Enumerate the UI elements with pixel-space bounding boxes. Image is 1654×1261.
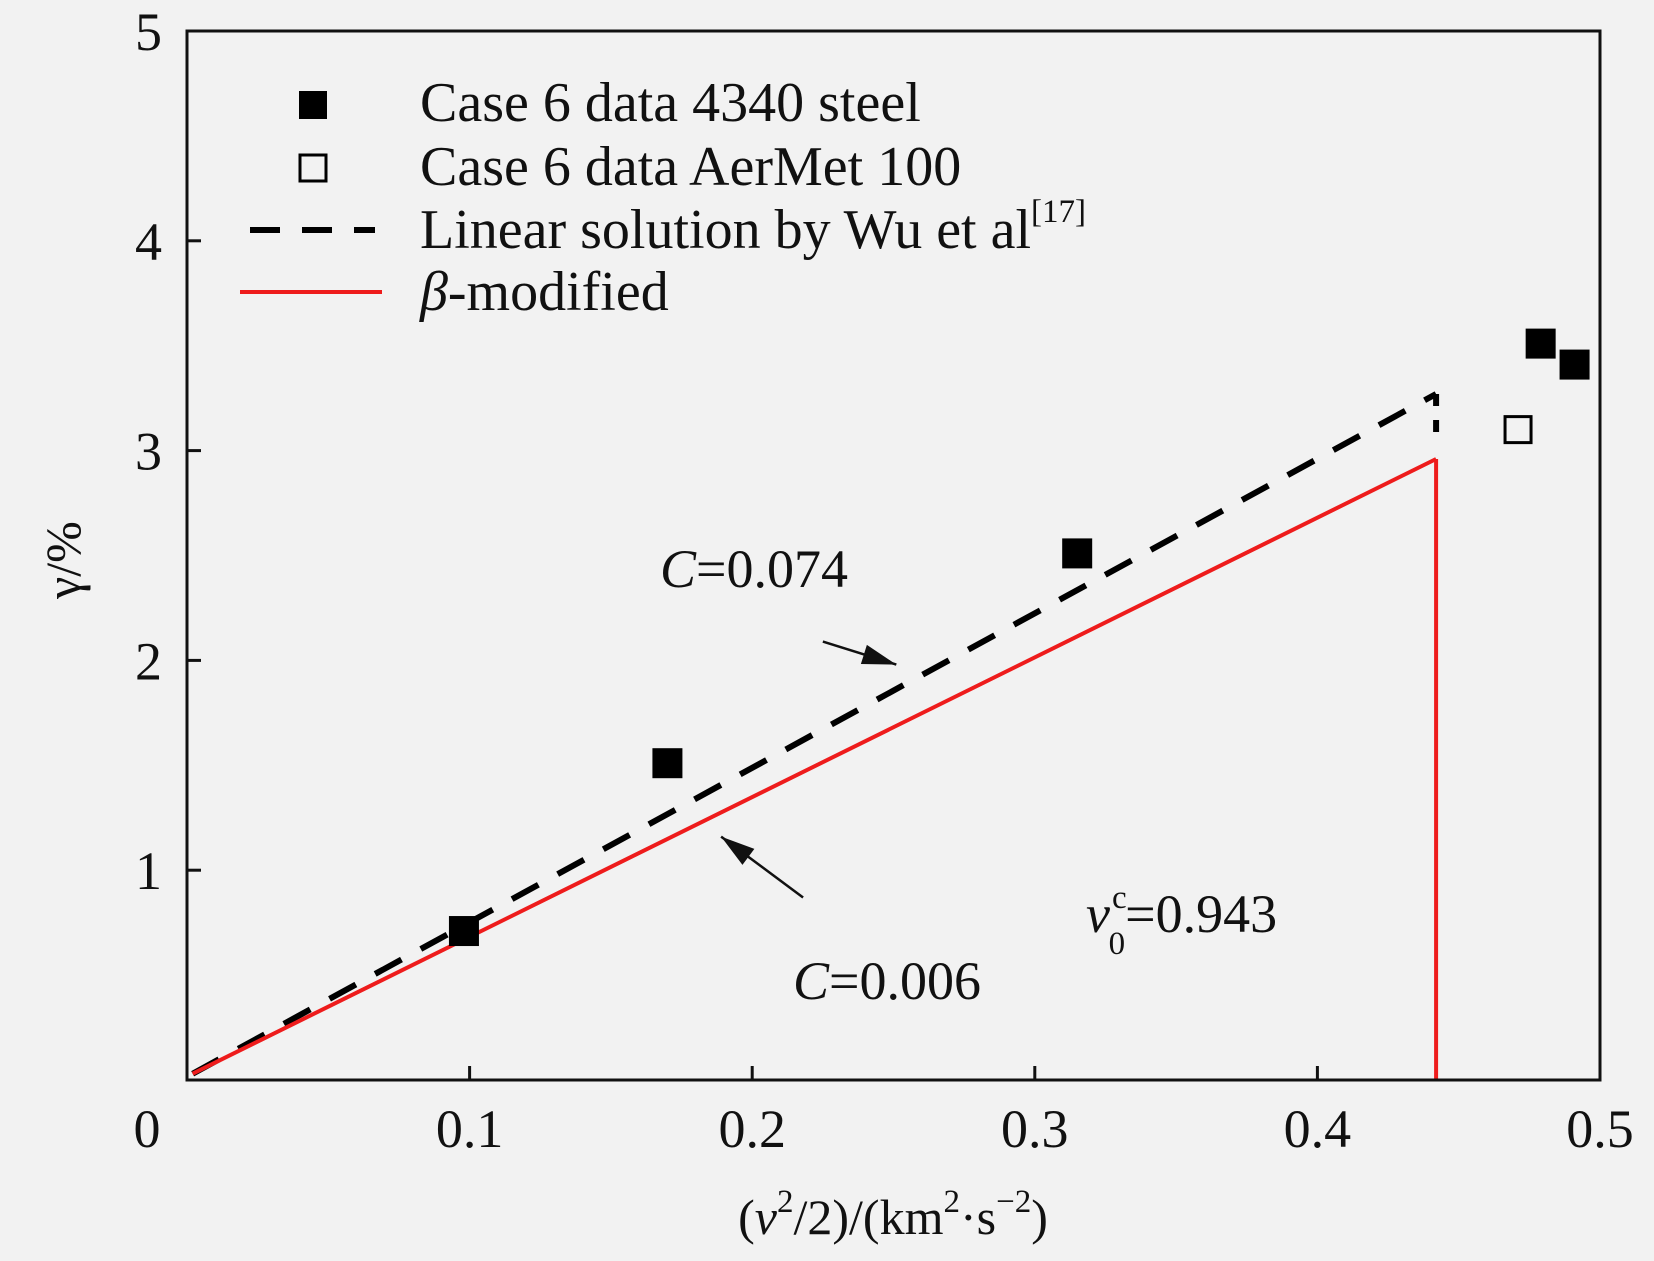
x-axis-title-open: (	[738, 1189, 755, 1245]
legend-label-beta-rest: -modified	[448, 261, 669, 323]
legend-label-4340-steel: Case 6 data 4340 steel	[420, 72, 921, 134]
y-tick-label: 1	[135, 841, 162, 901]
legend-marker-4340-steel	[299, 91, 327, 119]
y-tick-label: 5	[135, 2, 162, 62]
annotation-c-0006: C=0.006	[793, 951, 981, 1011]
linear-solution-line	[191, 391, 1438, 1077]
annotation-critical-velocity-sup: c	[1112, 880, 1127, 916]
annotation-arrow-head-1	[721, 836, 755, 865]
annotation-c-0074-var: C	[660, 539, 697, 599]
annotation-critical-velocity: vc 0=0.943	[1086, 880, 1277, 962]
legend-label-beta-modified: β-modified	[419, 261, 669, 323]
annotation-c-0006-var: C	[793, 951, 830, 1011]
x-axis-title-close: )	[1031, 1189, 1048, 1245]
x-axis-title-sup-c: −2	[996, 1184, 1031, 1220]
x-axis-title-mid: /2)/(km	[793, 1189, 943, 1245]
y-tick-label: 2	[135, 631, 162, 691]
annotation-c-0074-value: =0.074	[696, 539, 848, 599]
legend-label-aermet-100: Case 6 data AerMet 100	[420, 136, 961, 198]
x-tick-label: 0	[134, 1099, 161, 1159]
legend-label-beta-symbol: β	[419, 261, 448, 323]
legend-label-linear-solution: Linear solution by Wu et al[17]	[420, 194, 1086, 261]
annotation-critical-velocity-value: =0.943	[1125, 884, 1277, 944]
y-axis-title: γ/%	[35, 521, 91, 600]
x-axis-title-sup-a: 2	[777, 1184, 794, 1220]
x-tick-label: 0.3	[1001, 1099, 1069, 1159]
annotation-c-0006-value: =0.006	[829, 951, 981, 1011]
y-tick-label: 4	[135, 212, 162, 272]
points-layer	[448, 328, 1590, 947]
y-tick-label: 3	[135, 422, 162, 482]
annotation-critical-velocity-var: v	[1086, 884, 1110, 944]
x-axis-title-dot: ·s	[960, 1189, 996, 1245]
data-point-4340-steel	[448, 916, 479, 947]
x-tick-label: 0.5	[1566, 1099, 1634, 1159]
data-point-4340-steel	[652, 748, 683, 779]
legend-marker-aermet-100	[298, 153, 328, 183]
data-point-4340-steel	[1525, 328, 1556, 359]
data-point-4340-steel	[1559, 349, 1590, 380]
annotation-critical-velocity-sub: 0	[1109, 926, 1126, 962]
annotation-c-0074: C=0.074	[660, 539, 848, 599]
x-axis-title-sup-b: 2	[943, 1184, 960, 1220]
x-axis-title: (v2/2)/(km2·s−2)	[738, 1184, 1048, 1245]
legend-label-linear-solution-text: Linear solution by Wu et al	[420, 199, 1031, 261]
x-axis-title-v: v	[755, 1189, 778, 1245]
legend-label-linear-solution-citation: [17]	[1031, 194, 1086, 230]
annotations: C=0.074 C=0.006 vc 0=0.943	[660, 539, 1277, 1011]
axes-layer: 0 0.1 0.2 0.3 0.4 0.5 1 2 3 4 5	[134, 2, 1634, 1159]
beta-modified-line	[191, 457, 1437, 1076]
x-tick-label: 0.2	[718, 1099, 786, 1159]
data-point-aermet-100	[1503, 415, 1533, 445]
x-tick-label: 0.4	[1284, 1099, 1352, 1159]
series-layer	[191, 391, 1440, 1080]
x-tick-label: 0.1	[436, 1099, 504, 1159]
annotation-arrow-head-0	[860, 644, 897, 665]
data-point-4340-steel	[1062, 538, 1093, 569]
plot-frame	[185, 29, 1602, 1082]
legend: Case 6 data 4340 steel Case 6 data AerMe…	[240, 72, 1086, 323]
